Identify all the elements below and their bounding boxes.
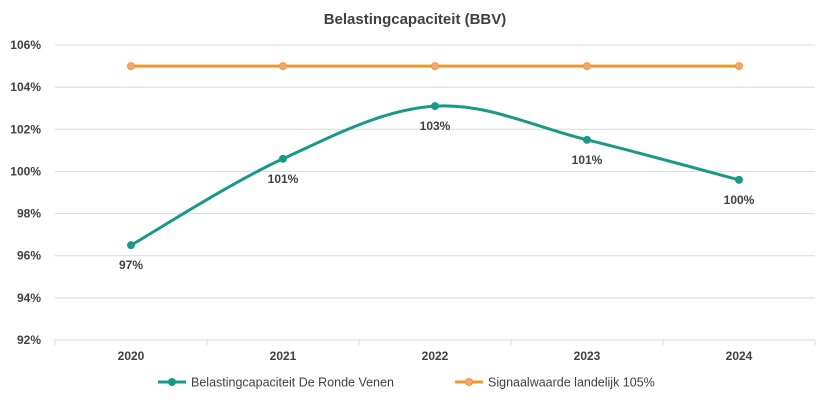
data-label: 97% (119, 258, 143, 272)
series-layer (127, 62, 743, 250)
legend-marker (168, 378, 176, 386)
data-label: 101% (268, 172, 299, 186)
data-point (279, 154, 287, 163)
chart-title: Belastingcapaciteit (BBV) (324, 11, 507, 28)
y-axis-ticks: 92% 94% 96% 98% 100% 102% 104% 106% (10, 38, 41, 347)
x-tick-label: 2024 (726, 349, 753, 363)
x-tick-label: 2021 (270, 349, 297, 363)
y-tick-label: 96% (17, 249, 41, 263)
data-point (735, 62, 743, 71)
y-tick-label: 104% (10, 80, 41, 94)
legend-marker (465, 378, 473, 386)
y-tick-label: 98% (17, 207, 41, 221)
y-tick-label: 100% (10, 164, 41, 178)
data-point (127, 241, 135, 250)
y-tick-label: 92% (17, 333, 41, 347)
data-point (735, 175, 743, 184)
x-tick-label: 2020 (118, 349, 145, 363)
data-label: 103% (420, 119, 451, 133)
legend-label: Signaalwaarde landelijk 105% (488, 376, 655, 390)
x-tick-label: 2023 (574, 349, 601, 363)
data-point (583, 62, 591, 71)
x-tick-label: 2022 (422, 349, 449, 363)
x-axis-ticks: 2020 2021 2022 2023 2024 (118, 349, 753, 363)
y-tick-label: 102% (10, 122, 41, 136)
legend: Belastingcapaciteit De Ronde Venen Signaa… (158, 376, 655, 390)
data-point (431, 102, 439, 111)
data-point (431, 62, 439, 71)
y-tick-label: 106% (10, 38, 41, 52)
gridlines (54, 44, 816, 345)
y-tick-label: 94% (17, 291, 41, 305)
data-label: 101% (572, 153, 603, 167)
data-labels: 97% 101% 103% 101% 100% (119, 119, 755, 272)
data-point (279, 62, 287, 71)
legend-label: Belastingcapaciteit De Ronde Venen (191, 376, 394, 390)
data-point (583, 135, 591, 144)
data-label: 100% (724, 193, 755, 207)
data-point (127, 62, 135, 71)
